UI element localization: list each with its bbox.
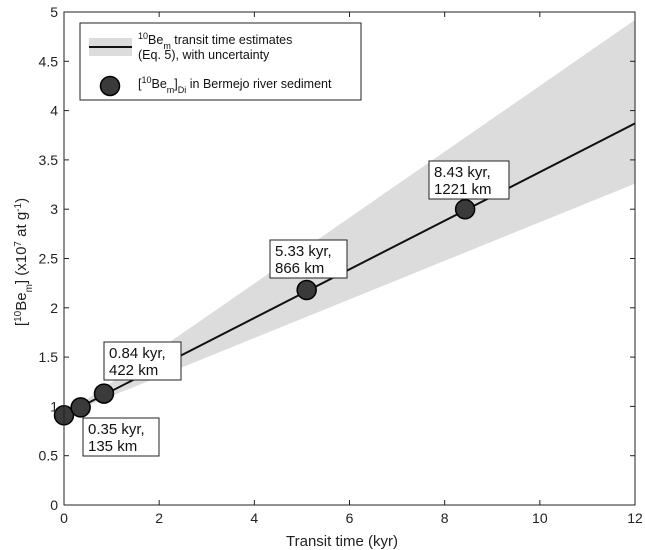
y-tick-label: 4 [50,103,58,119]
annotation-0: 0.35 kyr,135 km [82,417,160,457]
annotation-3: 8.43 kyr,1221 km [428,160,510,200]
data-point-1 [70,397,91,418]
y-tick-label: 0.5 [39,448,59,464]
uncertainty-band [64,19,635,416]
x-tick-label: 2 [155,510,163,526]
y-tick-label: 4.5 [39,53,59,69]
legend: 10Bem transit time estimates (Eq. 5), wi… [79,22,362,101]
x-tick-label: 0 [60,510,68,526]
legend-point-label: [10Bem]Di in Bermejo river sediment [138,75,332,95]
annotation-box [103,341,182,381]
data-point-3 [296,279,317,301]
x-tick-label: 6 [346,510,354,526]
y-tick-label: 3 [50,201,58,217]
annotation-line2: 135 km [88,438,137,455]
y-tick-label: 1 [50,398,58,414]
annotation-1: 0.84 kyr,422 km [103,341,182,381]
annotation-line1: 0.35 kyr, [88,421,145,438]
y-tick-label: 2 [50,300,58,316]
legend-point-swatch [99,75,121,97]
y-tick-label: 3.5 [39,152,59,168]
annotation-2: 5.33 kyr,866 km [269,239,348,279]
legend-box [79,22,362,101]
uncertainty-band-layer [64,19,635,416]
data-point-4 [454,198,476,220]
legend-line-label-line2: (Eq. 5), with uncertainty [138,48,270,62]
x-tick-label: 10 [532,510,548,526]
x-tick-label: 8 [441,510,449,526]
y-tick-label: 1.5 [39,349,59,365]
x-axis-title: Transit time (kyr) [286,533,398,550]
annotation-line1: 8.43 kyr, [434,164,491,181]
y-tick-label: 2.5 [39,251,59,267]
axes: 0 2 4 6 8 10 12 0 0.5 1 1.5 2 2.5 3 3.5 4 4.5 5 [39,4,643,526]
annotation-line1: 0.84 kyr, [109,345,166,362]
annotation-box [82,417,160,457]
x-tick-label: 4 [250,510,258,526]
data-point-2 [93,383,115,404]
y-axis-title: [10Bem] (x107 at g-1) [13,198,35,326]
annotation-line2: 1221 km [434,181,492,198]
annotation-box [428,160,510,200]
y-tick-label: 0 [50,497,58,513]
annotations-layer: 0.35 kyr,135 km0.84 kyr,422 km5.33 kyr,8… [82,160,510,457]
annotation-line2: 422 km [109,362,158,379]
annotation-line1: 5.33 kyr, [275,243,332,260]
annotation-box [269,239,348,279]
legend-line-label: 10Bem transit time estimates [138,31,292,51]
x-tick-label: 12 [627,510,643,526]
y-tick-label: 5 [50,4,58,20]
annotation-line2: 866 km [275,260,324,277]
